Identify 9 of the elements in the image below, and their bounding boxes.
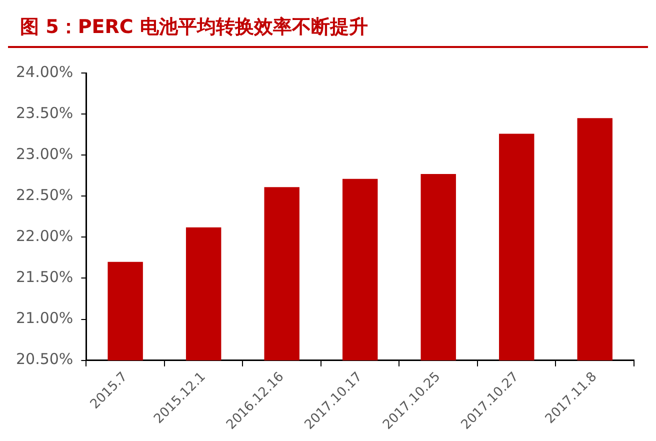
y-tick-label: 21.50% [16,268,74,286]
chart-title: 图 5：PERC 电池平均转换效率不断提升 [19,15,369,40]
y-tick-label: 24.00% [16,62,74,81]
y-tick-label: 22.00% [16,227,74,246]
y-tick-label: 20.50% [16,350,74,368]
y-tick-label: 22.50% [16,186,74,204]
y-tick-label: 21.00% [16,309,74,328]
y-tick-label: 23.00% [16,144,74,163]
y-tick-label: 23.50% [16,104,74,122]
